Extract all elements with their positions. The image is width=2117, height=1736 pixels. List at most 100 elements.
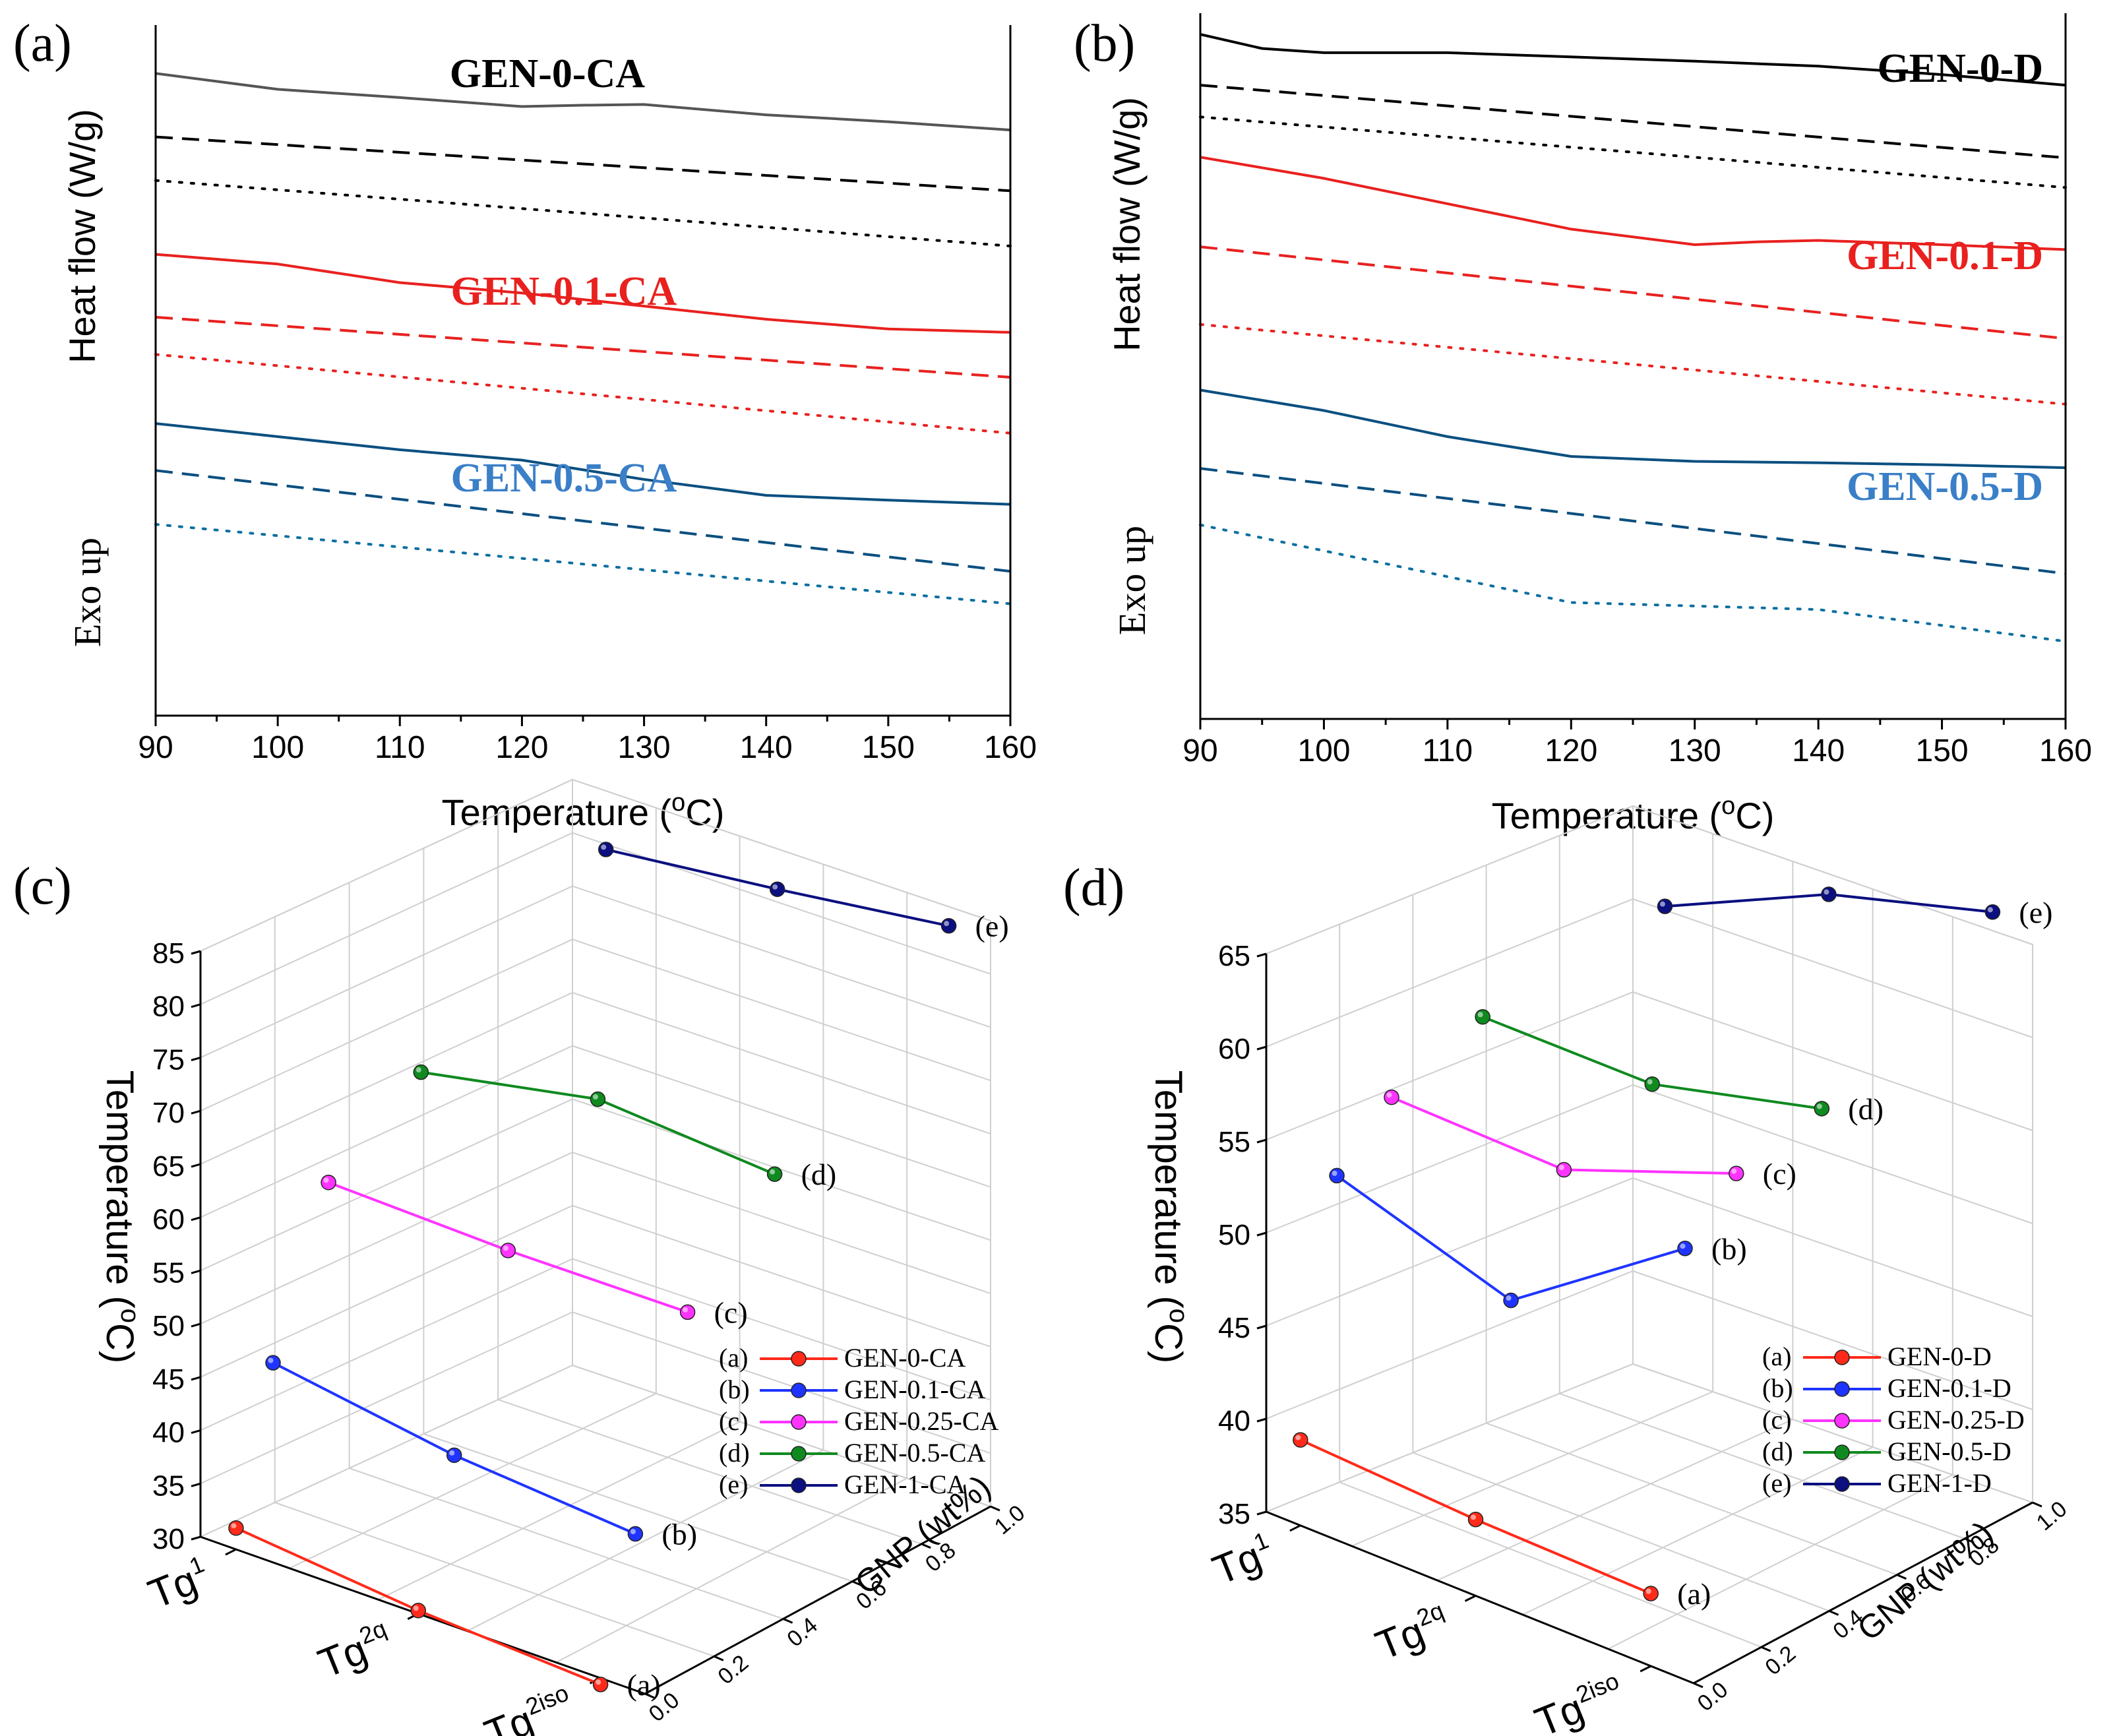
point-highlight [1477, 1012, 1483, 1018]
point-highlight [413, 1605, 419, 1611]
x-tick [1464, 1595, 1477, 1602]
z-tick-label: 60 [152, 1204, 185, 1236]
y-axis-line [1693, 1501, 2033, 1685]
x-category-label: Tg2q [311, 1615, 398, 1687]
x-category-label: Tg1 [1206, 1526, 1280, 1594]
series-line-gen-0-ca-dotted [154, 179, 1012, 247]
z-tick [191, 1003, 201, 1008]
point-highlight [1680, 1243, 1686, 1249]
z-tick [191, 1535, 201, 1541]
legend-key: (c) [719, 1406, 748, 1436]
legend-label: GEN-1-CA [844, 1470, 966, 1499]
data-point-gen-0-1-d [1503, 1292, 1519, 1309]
legend-marker [1834, 1381, 1850, 1397]
point-highlight [944, 921, 950, 927]
x-tick-label: 150 [862, 730, 915, 765]
panel-label: (b) [1074, 15, 1135, 73]
legend-marker [1834, 1413, 1850, 1429]
wall-gridline [200, 1311, 991, 1485]
x-tick-label: 150 [1916, 733, 1969, 768]
y-tick-label: 1.0 [990, 1501, 1030, 1539]
data-point-gen-1-d [1984, 904, 2001, 920]
point-highlight [1386, 1092, 1392, 1098]
wall-gridline [1266, 898, 2033, 1047]
legend-label: GEN-0.25-D [1887, 1405, 2025, 1435]
wall-gridline [200, 1258, 991, 1431]
floor-gridline [1486, 1422, 1897, 1576]
series-line-gen-0-1-ca-dotted [154, 353, 1012, 435]
z-tick-label: 70 [152, 1097, 185, 1129]
series-line-gen-0-5-ca-solid [155, 422, 1011, 506]
floor-gridline [349, 1468, 783, 1620]
series-line-gen-0-5-d [1482, 1015, 1822, 1110]
y-tick-label: 0.2 [714, 1650, 754, 1689]
z-tick-label: 45 [1218, 1312, 1250, 1344]
point-highlight [1558, 1165, 1564, 1171]
point-highlight [683, 1307, 689, 1313]
wall-gridline [200, 832, 991, 1005]
legend-key: (a) [719, 1343, 748, 1373]
legend-key: (b) [1762, 1373, 1793, 1403]
z-tick [1256, 1417, 1267, 1423]
z-tick [191, 1109, 201, 1115]
series-line-gen-0-5-d-dashed [1200, 467, 2066, 575]
data-point-gen-0-5-ca [590, 1091, 606, 1107]
floor-gridline [378, 1421, 741, 1601]
panel3d-c: 30 35 40 45 50 55 60 65 70 75 80 85 Temperature (oC)… [13, 778, 1030, 1736]
legend-label: GEN-0.1-D [1887, 1373, 2011, 1403]
y-tick [1964, 1537, 1975, 1544]
z-tick [191, 1482, 201, 1487]
data-point-gen-0-d [1293, 1432, 1308, 1448]
z-tick [1256, 1231, 1267, 1237]
point-highlight [415, 1067, 421, 1073]
y-axis-label: GNP (wt%) [1851, 1514, 2000, 1648]
data-point-gen-1-ca [769, 881, 785, 897]
data-point-gen-0-25-ca [321, 1174, 336, 1191]
legend-marker [1834, 1444, 1850, 1460]
x-tick-label: 90 [1182, 733, 1217, 768]
series-annotation: GEN-0.1-D [1847, 233, 2043, 278]
floor-gridline [274, 1502, 715, 1658]
data-point-gen-1-d [1657, 898, 1673, 914]
data-point-gen-0-25-ca [679, 1304, 696, 1320]
series-line-gen-0-d-dashed [1200, 84, 2066, 160]
series-line-gen-0-ca-solid [155, 72, 1011, 132]
series-line-gen-0-5-ca-dotted [154, 523, 1012, 605]
z-tick [191, 950, 201, 955]
z-tick-label: 60 [1218, 1033, 1250, 1065]
x-tick-label: 140 [740, 730, 793, 765]
wall-gridline [200, 1045, 991, 1218]
z-tick-label: 35 [152, 1470, 185, 1502]
legend-label: GEN-0.1-CA [844, 1375, 986, 1404]
series-end-label: (d) [1848, 1092, 1884, 1126]
legend-marker [1834, 1349, 1850, 1365]
point-highlight [268, 1357, 274, 1363]
z-tick [1256, 952, 1267, 958]
z-tick-label: 40 [152, 1417, 185, 1449]
legend-marker [791, 1414, 807, 1430]
floor-gridline [1559, 1392, 1965, 1539]
legend-label: GEN-0.5-D [1887, 1437, 2011, 1466]
z-tick [191, 1163, 201, 1168]
point-highlight [630, 1529, 636, 1535]
y-tick [2032, 1501, 2042, 1508]
series-annotation: GEN-0.5-D [1847, 464, 2043, 509]
series-end-label: (d) [801, 1158, 837, 1191]
point-highlight [323, 1177, 329, 1183]
z-tick-label: 55 [1218, 1126, 1250, 1158]
z-tick-label: 85 [152, 937, 185, 970]
z-tick [191, 1322, 201, 1328]
data-point-gen-0-d [1467, 1512, 1484, 1528]
dsc-panel-a: 90 100 110 120 130 140 150 160 Temperature (oC) H… [13, 15, 1037, 833]
data-point-gen-0-25-ca [500, 1243, 516, 1258]
x-axis-label: Temperature (oC) [442, 789, 725, 833]
wall-gridline [200, 939, 991, 1112]
series-annotation: GEN-0-D [1878, 46, 2043, 91]
y-tick [1896, 1574, 1907, 1580]
floor-gridline [289, 1392, 657, 1569]
z-tick-label: 40 [1218, 1405, 1250, 1437]
wall-gridline [200, 1152, 991, 1324]
floor-gridline [555, 1477, 907, 1663]
z-tick-label: 80 [152, 991, 185, 1023]
